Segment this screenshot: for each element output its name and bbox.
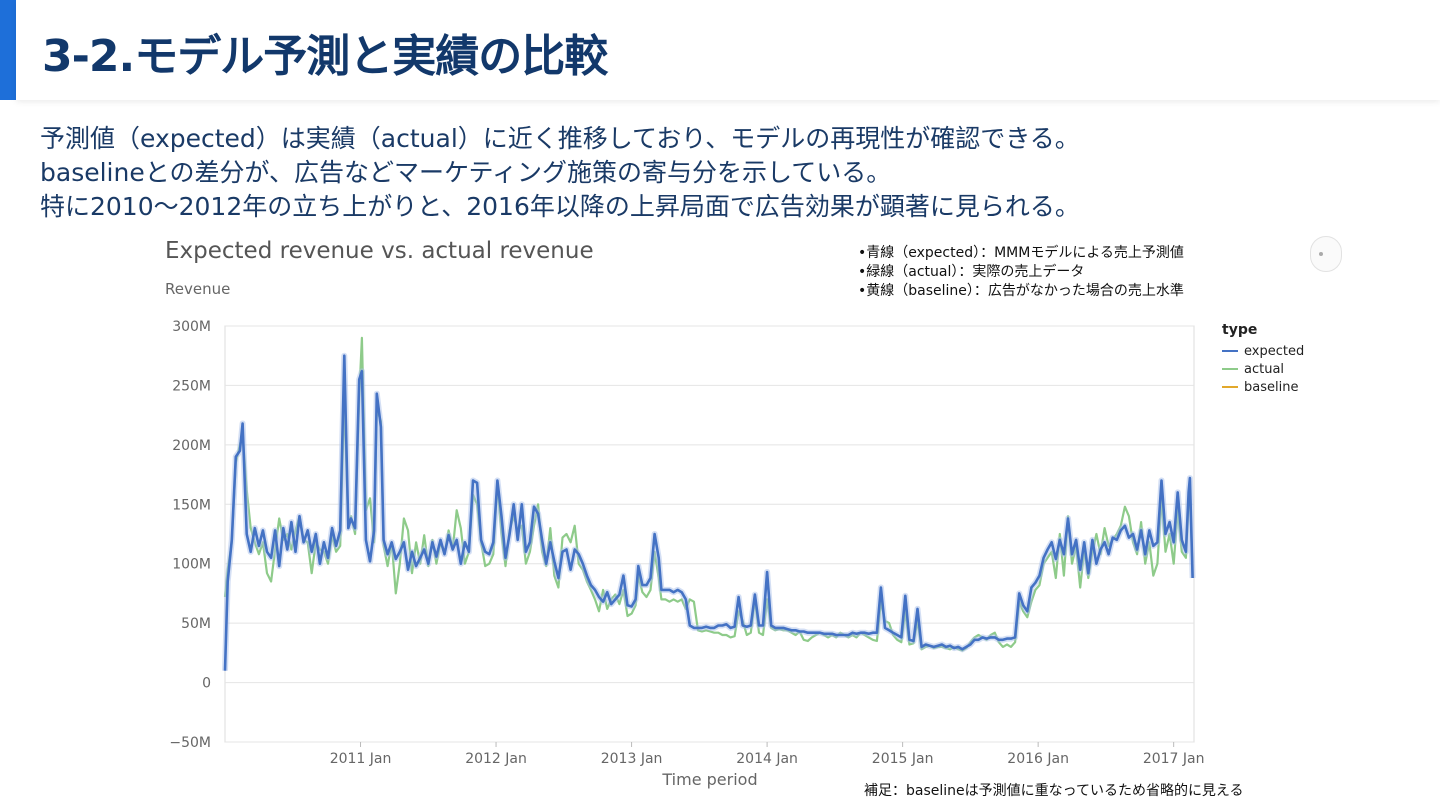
legend-item-actual[interactable]: actual — [1222, 360, 1304, 378]
chart-menu-handle[interactable] — [1310, 236, 1342, 272]
plot-frame — [224, 325, 1195, 743]
note-actual: •緑線（actual）：実際の売上データ — [858, 264, 1085, 280]
slide-title: 3-2.モデル予測と実績の比較 — [42, 31, 608, 82]
y-tick-label: 0 — [202, 676, 211, 692]
x-tick-label: 2011 Jan — [330, 751, 392, 767]
x-tick-label: 2014 Jan — [736, 751, 798, 767]
chart-grid — [224, 325, 1195, 747]
y-tick-label: 50M — [181, 616, 211, 632]
x-tick-label: 2017 Jan — [1143, 751, 1205, 767]
body-text: 予測値（expected）は実績（actual）に近く推移しており、モデルの再現… — [40, 122, 1080, 224]
chart-y-axis-label: Revenue — [165, 280, 230, 298]
body-line-2: baselineとの差分が、広告などマーケティング施策の寄与分を示している。 — [40, 158, 892, 187]
chart-x-axis-label: Time period — [661, 770, 757, 789]
x-tick-label: 2015 Jan — [872, 751, 934, 767]
chart-title: Expected revenue vs. actual revenue — [165, 238, 594, 264]
x-tick-label: 2013 Jan — [601, 751, 663, 767]
slide-header — [16, 0, 1440, 100]
legend-swatch-actual — [1222, 368, 1238, 370]
y-tick-label: 200M — [172, 438, 211, 454]
note-baseline: •黄線（baseline）：広告がなかった場合の売上水準 — [858, 283, 1184, 299]
y-tick-label: −50M — [169, 735, 211, 751]
series-expected-line — [223, 354, 1194, 671]
y-tick-label: 150M — [172, 497, 211, 513]
series-actual-line — [223, 336, 1194, 652]
y-tick-label: 300M — [172, 319, 211, 335]
x-tick-label: 2012 Jan — [465, 751, 527, 767]
note-expected: •青線（expected）：MMMモデルによる売上予測値 — [858, 245, 1184, 261]
legend-swatch-baseline — [1222, 386, 1238, 388]
legend-label-baseline: baseline — [1244, 379, 1299, 395]
legend-item-baseline[interactable]: baseline — [1222, 378, 1304, 396]
legend-swatch-expected — [1222, 350, 1238, 352]
y-tick-label: 250M — [172, 378, 211, 394]
y-tick-label: 100M — [172, 557, 211, 573]
legend-title: type — [1222, 322, 1258, 338]
body-line-1: 予測値（expected）は実績（actual）に近く推移しており、モデルの再現… — [40, 124, 1080, 153]
chart-series — [222, 336, 1196, 671]
chart-legend: type expected actual baseline — [1222, 322, 1304, 396]
chart-notes: •青線（expected）：MMMモデルによる売上予測値 •緑線（actual）… — [858, 244, 1184, 301]
x-tick-label: 2016 Jan — [1007, 751, 1069, 767]
accent-bar — [0, 0, 16, 100]
chart-ticks: −50M 0 50M 100M 150M 200M 250M 300M 2011 Jan 2012… — [169, 319, 1204, 767]
body-line-3: 特に2010〜2012年の立ち上がりと、2016年以降の上昇局面で広告効果が顕著… — [40, 192, 1080, 221]
legend-label-actual: actual — [1244, 361, 1285, 377]
legend-item-expected[interactable]: expected — [1222, 342, 1304, 360]
footnote: 補足：baselineは予測値に重なっているため省略的に見える — [864, 783, 1244, 799]
legend-label-expected: expected — [1244, 343, 1305, 359]
